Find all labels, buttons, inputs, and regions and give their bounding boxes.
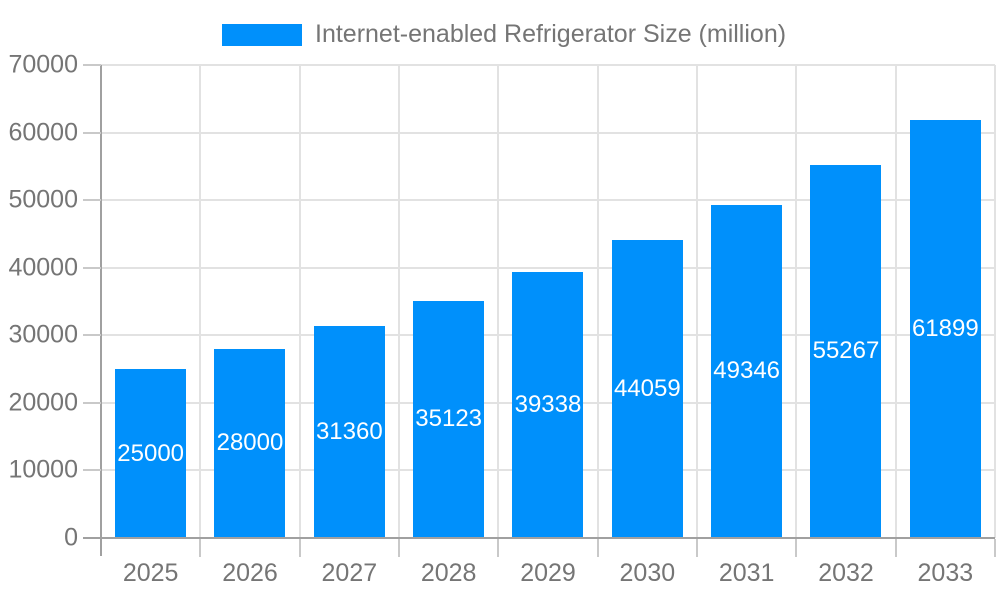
bar-slot: 39338: [498, 65, 597, 538]
bar-slot: 31360: [300, 65, 399, 538]
y-tick: [83, 469, 101, 472]
v-gridline: [994, 65, 996, 538]
x-tick: [795, 539, 798, 557]
v-gridline: [398, 65, 400, 538]
bar-slot: 25000: [101, 65, 200, 538]
bar-value-label: 61899: [911, 314, 979, 342]
x-axis-label: 2032: [818, 559, 874, 587]
x-tick: [497, 539, 500, 557]
y-tick: [83, 401, 101, 404]
v-gridline: [497, 65, 500, 538]
plot-area: 25000 28000 31360 35123 39338 44059 49346 55267…: [101, 64, 996, 538]
bar-slot: 44059: [598, 65, 697, 538]
y-axis-line: [100, 65, 102, 556]
x-axis-labels: 2025 2026 2027 2028 2029 2030 2031 2032 2033: [101, 561, 995, 591]
y-axis-label: 10000: [8, 455, 78, 484]
bar[interactable]: 31360: [313, 326, 385, 538]
y-tick: [83, 199, 101, 202]
v-gridline: [298, 65, 301, 538]
bar-slot: 35123: [399, 65, 498, 538]
bar[interactable]: 44059: [611, 240, 683, 538]
bar-slot: 49346: [697, 65, 796, 538]
y-axis-label: 20000: [8, 388, 78, 417]
y-axis-labels: 0 10000 20000 30000 40000 50000 60000 70000: [0, 52, 78, 550]
h-gridline: [101, 131, 995, 134]
bar-value-label: 25000: [117, 439, 185, 467]
v-gridline: [795, 65, 798, 538]
y-axis-label: 40000: [8, 253, 78, 282]
x-axis-label: 2027: [321, 559, 378, 587]
bar-slot: 28000: [200, 65, 299, 538]
x-axis-label: 2031: [718, 559, 775, 587]
x-axis-line: [83, 537, 995, 539]
x-axis-label: 2026: [222, 559, 278, 587]
v-gridline: [199, 65, 202, 538]
bar[interactable]: 28000: [214, 348, 286, 538]
y-axis-label: 30000: [8, 320, 78, 349]
x-axis-label: 2025: [122, 559, 179, 587]
y-axis-label: 70000: [8, 50, 78, 79]
bar[interactable]: 49346: [711, 204, 783, 538]
bar[interactable]: 25000: [115, 369, 187, 538]
y-tick: [83, 266, 101, 269]
x-tick: [696, 539, 698, 557]
y-tick: [83, 334, 101, 337]
x-tick: [398, 539, 400, 557]
bar[interactable]: 61899: [909, 119, 981, 538]
bar-value-label: 35123: [415, 405, 483, 433]
bar-value-label: 44059: [613, 375, 681, 403]
x-axis-label: 2033: [917, 559, 974, 587]
v-gridline: [696, 65, 698, 538]
h-gridline: [101, 64, 995, 66]
x-axis-label: 2028: [420, 559, 477, 587]
legend-label: Internet-enabled Refrigerator Size (mill…: [315, 20, 787, 48]
x-tick: [596, 539, 599, 557]
x-tick: [894, 539, 897, 557]
bar[interactable]: 55267: [810, 164, 882, 538]
bar-value-label: 31360: [315, 418, 383, 446]
bar-value-label: 28000: [216, 429, 284, 457]
bar-value-label: 49346: [713, 357, 781, 385]
bar-value-label: 55267: [812, 337, 880, 365]
bar[interactable]: 35123: [413, 300, 485, 538]
legend: Internet-enabled Refrigerator Size (mill…: [222, 20, 786, 49]
x-tick: [298, 539, 301, 557]
bar[interactable]: 39338: [512, 272, 584, 538]
h-gridline: [101, 266, 995, 269]
bar-value-label: 39338: [514, 391, 582, 419]
legend-swatch: [222, 23, 302, 46]
x-tick: [994, 539, 996, 557]
v-gridline: [894, 65, 897, 538]
y-axis-label: 0: [64, 523, 78, 552]
y-axis-label: 50000: [8, 185, 78, 214]
v-gridline: [596, 65, 599, 538]
y-axis-label: 60000: [8, 118, 78, 147]
y-tick: [83, 131, 101, 134]
h-gridline: [101, 199, 995, 202]
x-axis-label: 2030: [619, 559, 676, 587]
bar-slot: 55267: [796, 65, 895, 538]
x-axis-label: 2029: [520, 559, 576, 587]
y-tick: [83, 64, 101, 66]
bar-slot: 61899: [896, 65, 995, 538]
x-tick: [199, 539, 202, 557]
